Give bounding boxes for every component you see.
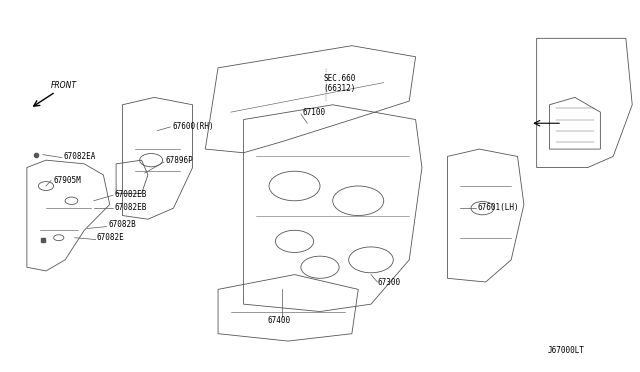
Text: 67896P: 67896P	[166, 156, 193, 166]
Text: FRONT: FRONT	[51, 81, 77, 90]
Text: 67082B: 67082B	[108, 220, 136, 229]
Text: J67000LT: J67000LT	[548, 346, 585, 355]
Text: 67601(LH): 67601(LH)	[477, 203, 519, 212]
Text: 67082E: 67082E	[97, 233, 125, 242]
Text: 67082EB: 67082EB	[115, 190, 147, 199]
Text: 67300: 67300	[378, 278, 401, 287]
Text: 67600(RH): 67600(RH)	[172, 122, 214, 131]
Text: 67082EA: 67082EA	[64, 152, 96, 161]
Text: 67905M: 67905M	[54, 176, 81, 185]
Text: 67082EB: 67082EB	[115, 202, 147, 212]
Text: 67400: 67400	[268, 316, 291, 325]
Text: 67100: 67100	[302, 108, 325, 118]
Text: SEC.660
(66312): SEC.660 (66312)	[323, 74, 356, 93]
